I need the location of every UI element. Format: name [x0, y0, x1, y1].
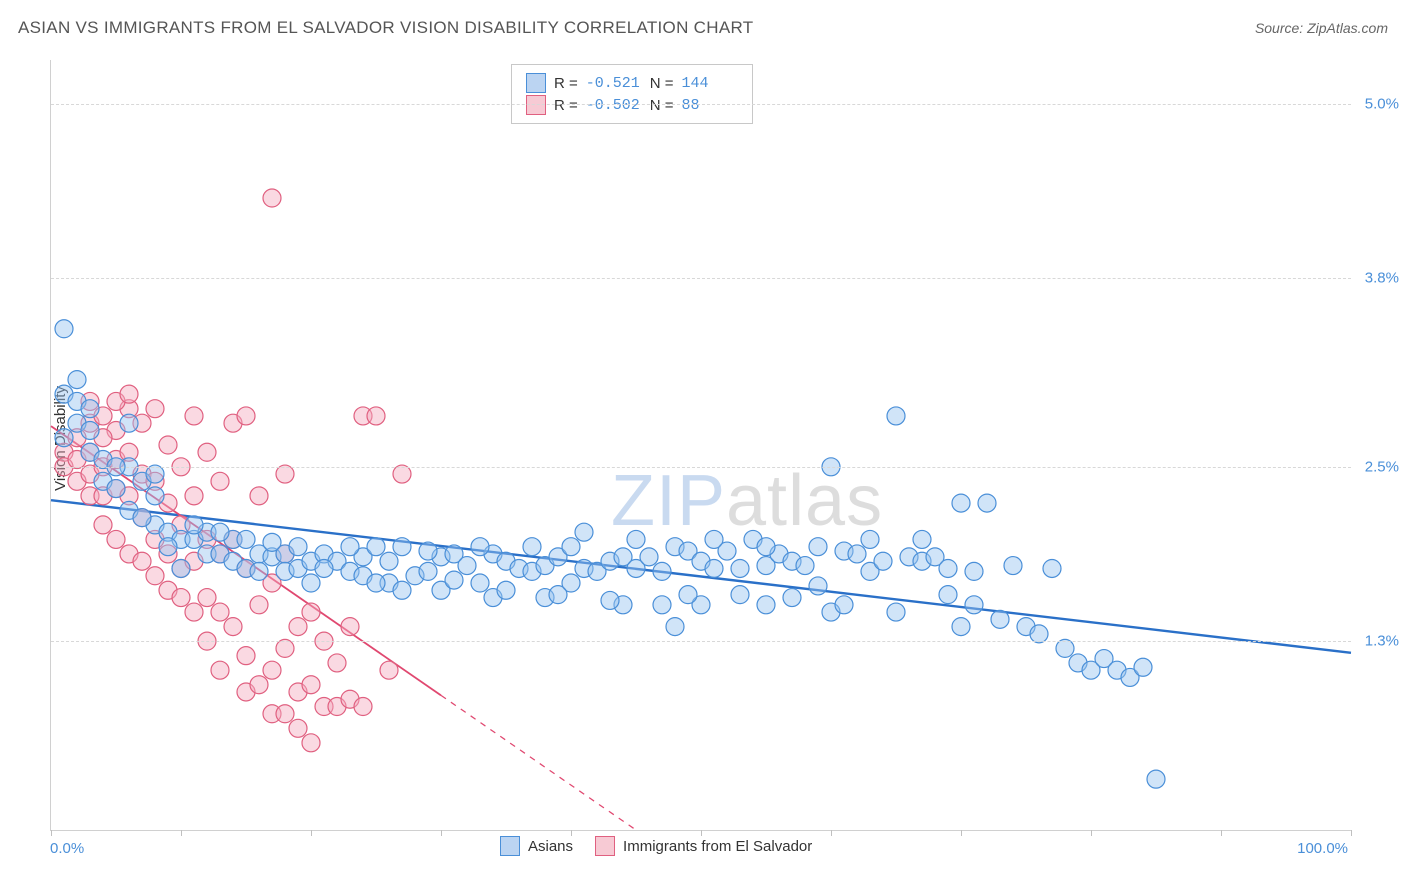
x-tick	[181, 830, 182, 836]
x-tick	[1351, 830, 1352, 836]
legend-label-asians: Asians	[528, 838, 573, 855]
gridline	[51, 467, 1351, 468]
x-tick	[441, 830, 442, 836]
legend-stats-box: R = -0.521 N = 144 R = -0.502 N = 88	[511, 64, 753, 124]
source-attribution: Source: ZipAtlas.com	[1255, 20, 1388, 36]
n-value-elsalv: 88	[682, 97, 738, 114]
x-tick	[961, 830, 962, 836]
y-tick-label: 1.3%	[1365, 633, 1399, 650]
y-tick-label: 5.0%	[1365, 95, 1399, 112]
gridline	[51, 278, 1351, 279]
chart-title: ASIAN VS IMMIGRANTS FROM EL SALVADOR VIS…	[18, 18, 753, 38]
x-axis-max-label: 100.0%	[1297, 840, 1348, 857]
gridline	[51, 641, 1351, 642]
r-value-elsalv: -0.502	[586, 97, 642, 114]
legend-swatch-pink	[526, 95, 546, 115]
legend-swatch-blue	[500, 836, 520, 856]
y-tick-label: 2.5%	[1365, 458, 1399, 475]
legend-swatch-blue	[526, 73, 546, 93]
legend-series: Asians Immigrants from El Salvador	[500, 836, 812, 856]
scatter-plot-svg	[51, 60, 1351, 830]
x-tick	[1221, 830, 1222, 836]
y-tick-label: 3.8%	[1365, 269, 1399, 286]
legend-label-elsalv: Immigrants from El Salvador	[623, 838, 812, 855]
x-tick	[1091, 830, 1092, 836]
n-value-asians: 144	[682, 75, 738, 92]
legend-swatch-pink	[595, 836, 615, 856]
x-tick	[311, 830, 312, 836]
chart-plot-area: ZIPatlas R = -0.521 N = 144 R = -0.502 N…	[50, 60, 1351, 831]
x-tick	[831, 830, 832, 836]
x-tick	[51, 830, 52, 836]
x-axis-min-label: 0.0%	[50, 840, 84, 857]
gridline	[51, 104, 1351, 105]
r-value-asians: -0.521	[586, 75, 642, 92]
